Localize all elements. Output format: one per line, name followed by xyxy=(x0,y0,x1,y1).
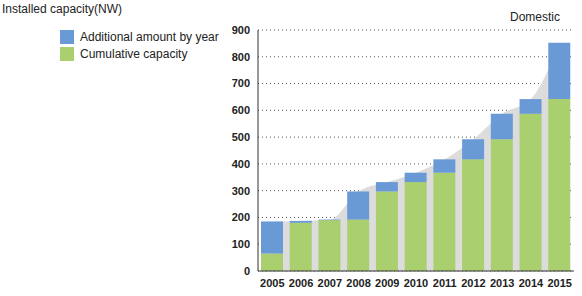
svg-text:2014: 2014 xyxy=(519,277,544,289)
svg-text:2009: 2009 xyxy=(375,277,399,289)
svg-text:2015: 2015 xyxy=(547,277,571,289)
svg-text:0: 0 xyxy=(244,265,250,277)
svg-text:100: 100 xyxy=(232,238,250,250)
svg-text:800: 800 xyxy=(232,51,250,63)
svg-text:300: 300 xyxy=(232,185,250,197)
html-text:Installed capacity(NW): Installed capacity(NW) xyxy=(2,2,122,16)
svg-text:900: 900 xyxy=(232,24,250,36)
html-text:Additional amount by year: Additional amount by year xyxy=(80,30,219,44)
html-text:Domestic: Domestic xyxy=(510,10,560,24)
svg-text:2006: 2006 xyxy=(289,277,313,289)
svg-text:500: 500 xyxy=(232,131,250,143)
svg-text:2008: 2008 xyxy=(346,277,370,289)
svg-text:2011: 2011 xyxy=(433,277,457,289)
svg-text:2005: 2005 xyxy=(260,277,284,289)
svg-text:2010: 2010 xyxy=(404,277,428,289)
html-text:Cumulative capacity: Cumulative capacity xyxy=(80,47,188,61)
svg-text:2012: 2012 xyxy=(461,277,485,289)
svg-text:2007: 2007 xyxy=(318,277,342,289)
svg-text:600: 600 xyxy=(232,104,250,116)
svg-text:700: 700 xyxy=(232,77,250,89)
svg-text:400: 400 xyxy=(232,158,250,170)
svg-text:2013: 2013 xyxy=(490,277,514,289)
svg-text:200: 200 xyxy=(232,211,250,223)
